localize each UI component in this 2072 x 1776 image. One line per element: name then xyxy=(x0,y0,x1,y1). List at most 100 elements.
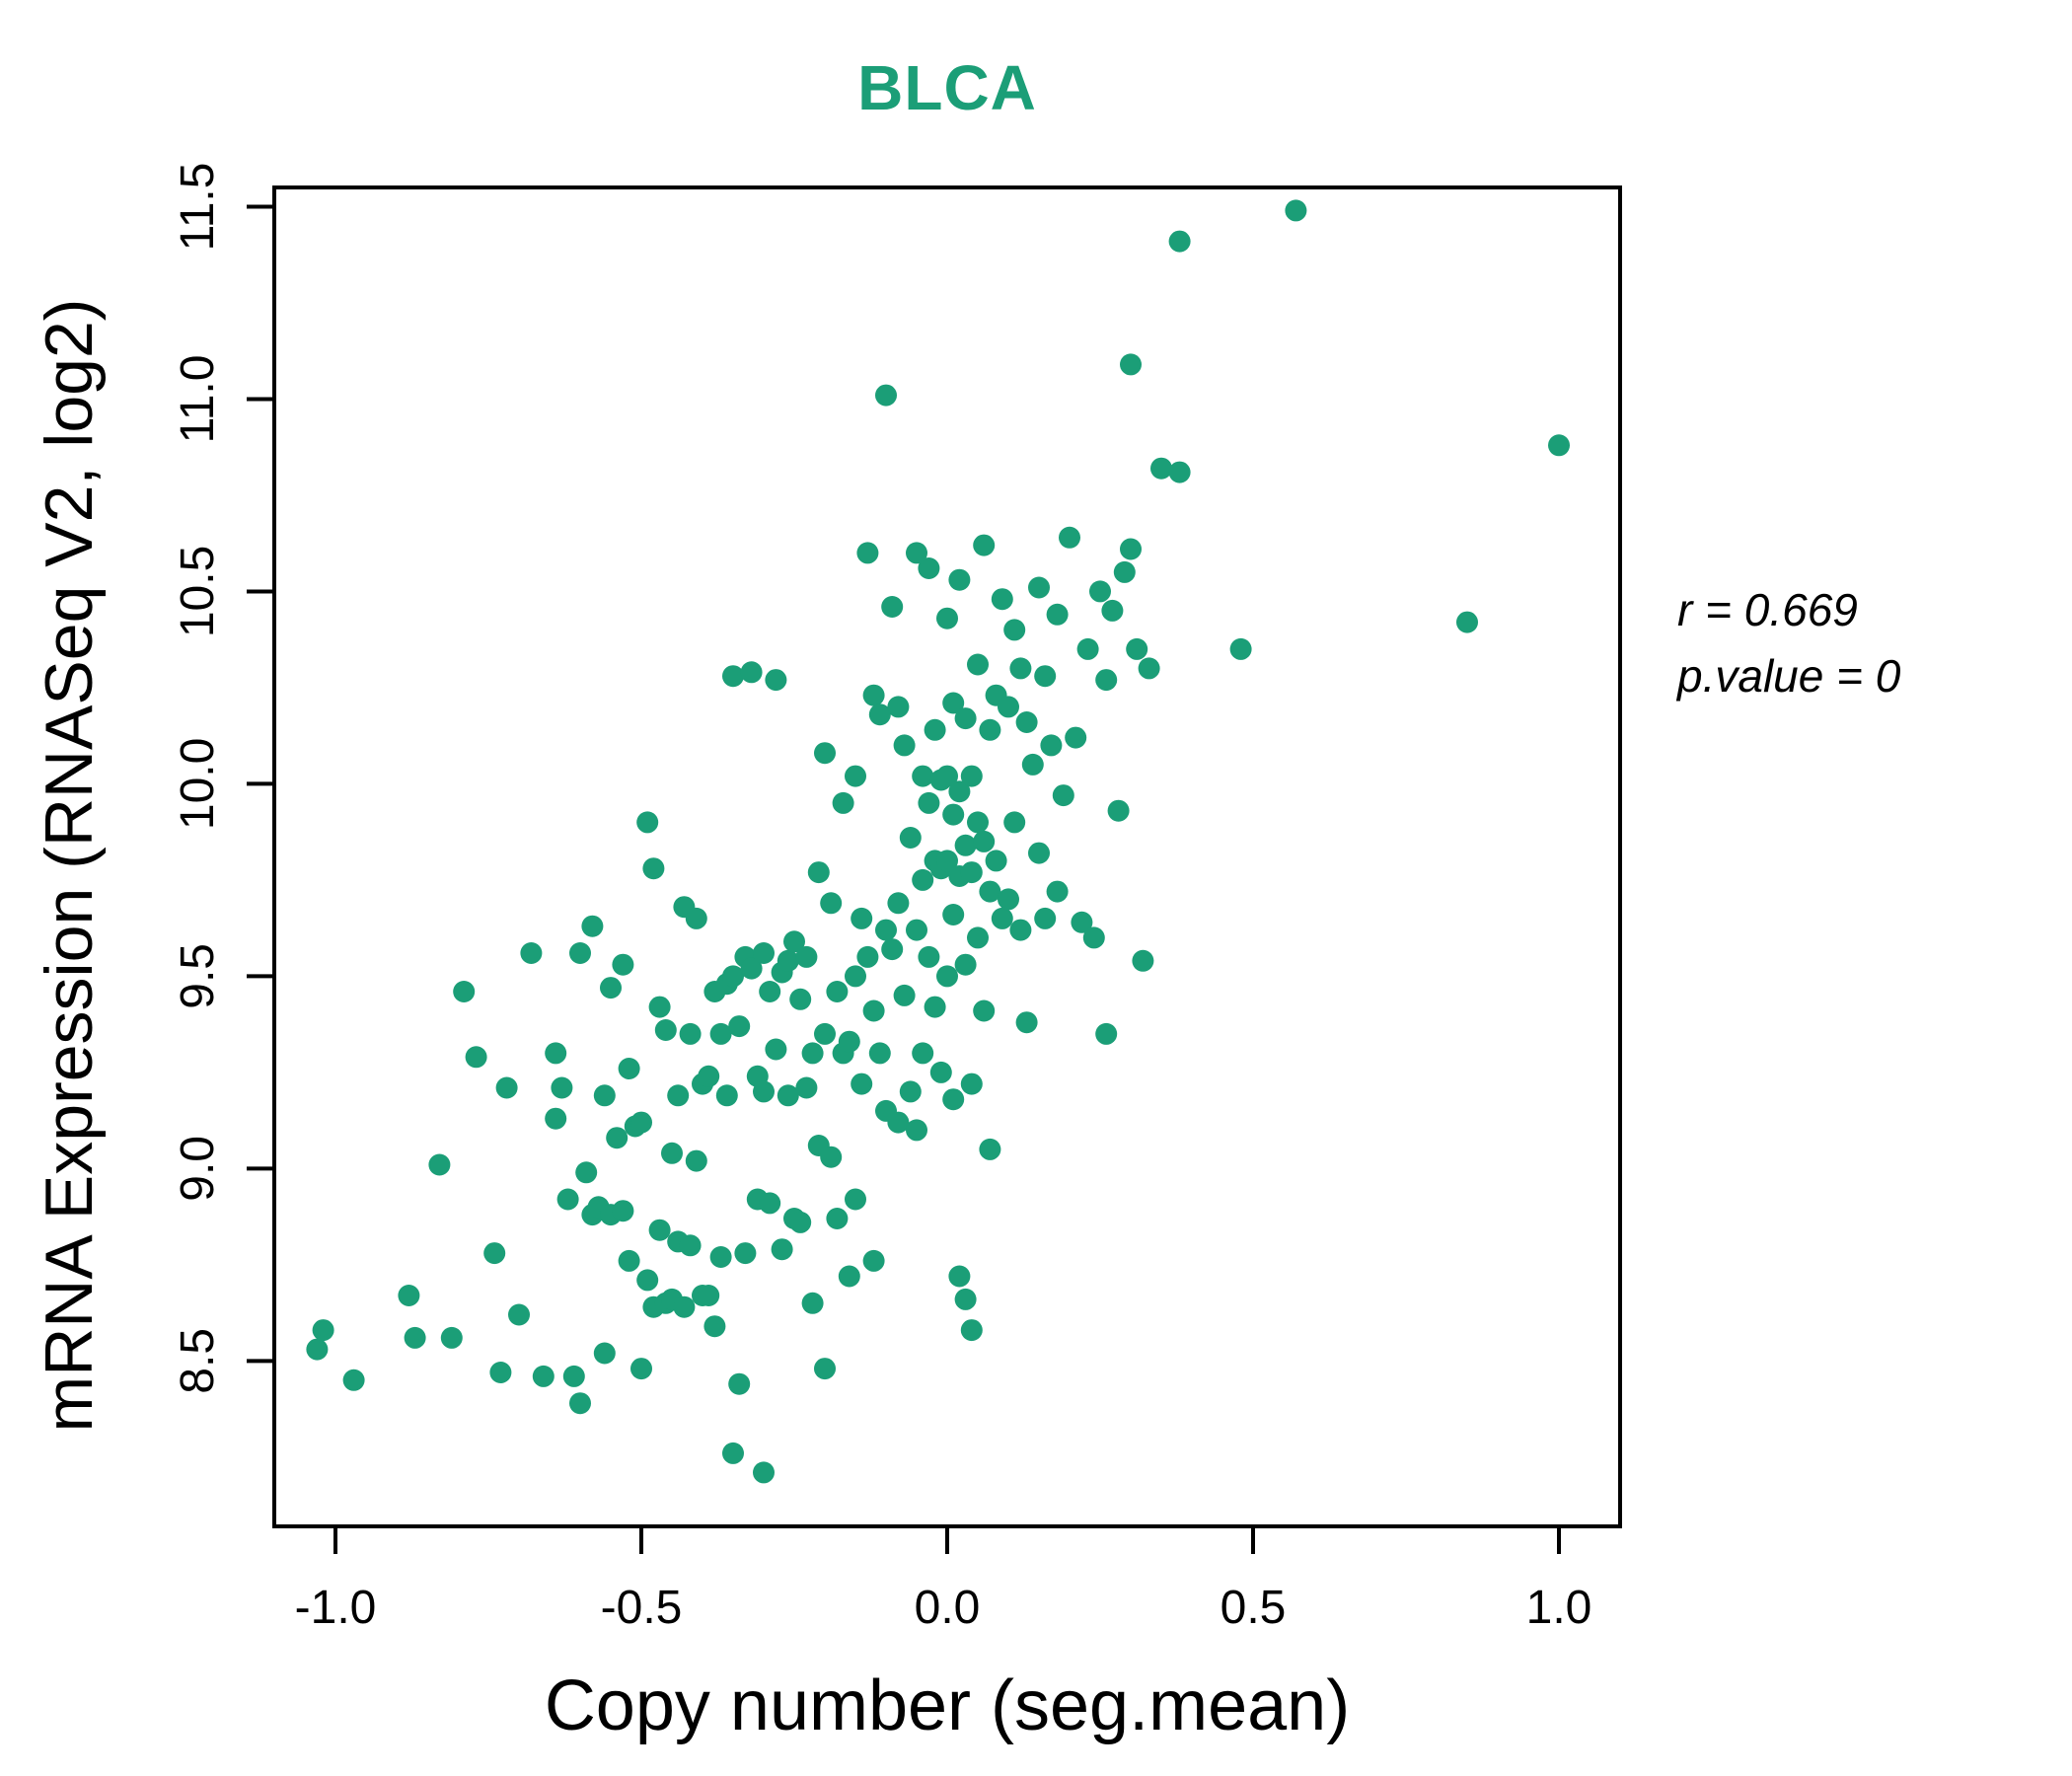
data-point xyxy=(1107,799,1130,822)
data-point xyxy=(556,1188,579,1211)
data-point xyxy=(998,888,1019,911)
data-point xyxy=(661,1142,683,1164)
data-point xyxy=(759,981,781,1002)
data-point xyxy=(967,653,989,676)
y-tick-label: 11.0 xyxy=(172,355,224,444)
data-point xyxy=(814,1022,836,1045)
data-point xyxy=(1028,842,1050,864)
data-point xyxy=(618,1058,640,1079)
data-point xyxy=(893,984,916,1006)
data-point xyxy=(967,926,989,949)
data-point xyxy=(593,1084,616,1107)
data-point xyxy=(1003,811,1026,834)
data-point xyxy=(306,1338,329,1361)
data-point xyxy=(868,1042,891,1065)
data-point xyxy=(532,1365,555,1387)
data-point xyxy=(753,942,775,964)
data-point xyxy=(545,1107,567,1130)
data-point xyxy=(960,1073,983,1095)
data-point xyxy=(667,1084,690,1107)
data-point xyxy=(1028,576,1050,599)
data-point xyxy=(801,1042,824,1065)
data-point xyxy=(636,1269,659,1292)
data-point xyxy=(642,857,665,880)
data-point xyxy=(807,861,830,884)
data-point xyxy=(783,930,805,953)
data-point xyxy=(1126,637,1148,660)
data-point xyxy=(765,669,787,692)
data-point xyxy=(685,1149,707,1172)
y-tick-label: 9.0 xyxy=(172,1136,224,1202)
data-point xyxy=(612,1200,634,1222)
data-point xyxy=(1113,560,1136,583)
data-point xyxy=(1168,230,1191,253)
y-axis-label: mRNA Expression (RNASeq V2, log2) xyxy=(32,298,107,1433)
data-point xyxy=(765,1038,787,1061)
data-point xyxy=(1150,457,1172,480)
data-point xyxy=(1015,1011,1038,1034)
data-point xyxy=(838,1030,860,1053)
data-point xyxy=(428,1153,451,1176)
data-point xyxy=(1095,669,1118,692)
data-point xyxy=(1052,784,1074,807)
data-point xyxy=(942,1088,965,1111)
data-point xyxy=(1015,711,1038,733)
y-tick-label: 10.5 xyxy=(172,546,224,637)
pvalue-annotation: p.value = 0 xyxy=(1677,649,1901,702)
data-point xyxy=(771,1238,793,1261)
data-point xyxy=(654,1019,677,1041)
data-point xyxy=(851,907,873,929)
data-point xyxy=(998,696,1019,718)
data-point xyxy=(618,1249,640,1272)
data-point xyxy=(979,880,1001,903)
data-point xyxy=(1548,434,1570,457)
data-point xyxy=(630,1358,652,1380)
data-point xyxy=(1229,637,1252,660)
data-point xyxy=(820,1146,843,1168)
data-point xyxy=(991,907,1013,929)
data-point xyxy=(1009,657,1032,680)
data-point xyxy=(918,557,940,579)
data-point xyxy=(698,1285,720,1306)
data-point xyxy=(845,765,866,787)
data-point xyxy=(991,588,1013,611)
data-point xyxy=(1101,599,1124,622)
data-point xyxy=(936,607,958,629)
data-point xyxy=(789,988,812,1010)
data-point xyxy=(545,1042,567,1065)
data-point xyxy=(875,919,897,941)
data-point xyxy=(948,1265,971,1288)
y-tick-label: 11.5 xyxy=(172,163,224,252)
data-point xyxy=(912,765,934,787)
data-point xyxy=(789,1211,812,1233)
data-point xyxy=(899,827,922,849)
data-point xyxy=(948,780,971,803)
data-point xyxy=(606,1127,629,1149)
data-point xyxy=(845,1188,866,1211)
data-point xyxy=(973,830,996,852)
data-point xyxy=(551,1076,573,1099)
data-point xyxy=(1009,919,1032,941)
data-point xyxy=(960,861,983,884)
data-point xyxy=(832,791,854,814)
data-point xyxy=(312,1319,334,1342)
data-point xyxy=(893,734,916,757)
data-point xyxy=(924,996,946,1018)
data-point xyxy=(795,945,818,968)
data-point xyxy=(465,1046,487,1069)
data-point xyxy=(924,718,946,741)
data-point xyxy=(679,1234,702,1257)
data-point xyxy=(728,1015,751,1038)
data-point xyxy=(954,953,977,976)
data-point xyxy=(1120,538,1142,560)
data-point xyxy=(483,1242,506,1265)
x-tick-label: 0.5 xyxy=(1221,1582,1287,1634)
data-point xyxy=(973,999,996,1022)
data-point xyxy=(936,850,958,872)
data-point xyxy=(753,1080,775,1103)
chart-title: BLCA xyxy=(857,52,1037,123)
data-point xyxy=(709,1246,732,1268)
data-point xyxy=(936,765,958,787)
data-point xyxy=(1285,199,1307,222)
